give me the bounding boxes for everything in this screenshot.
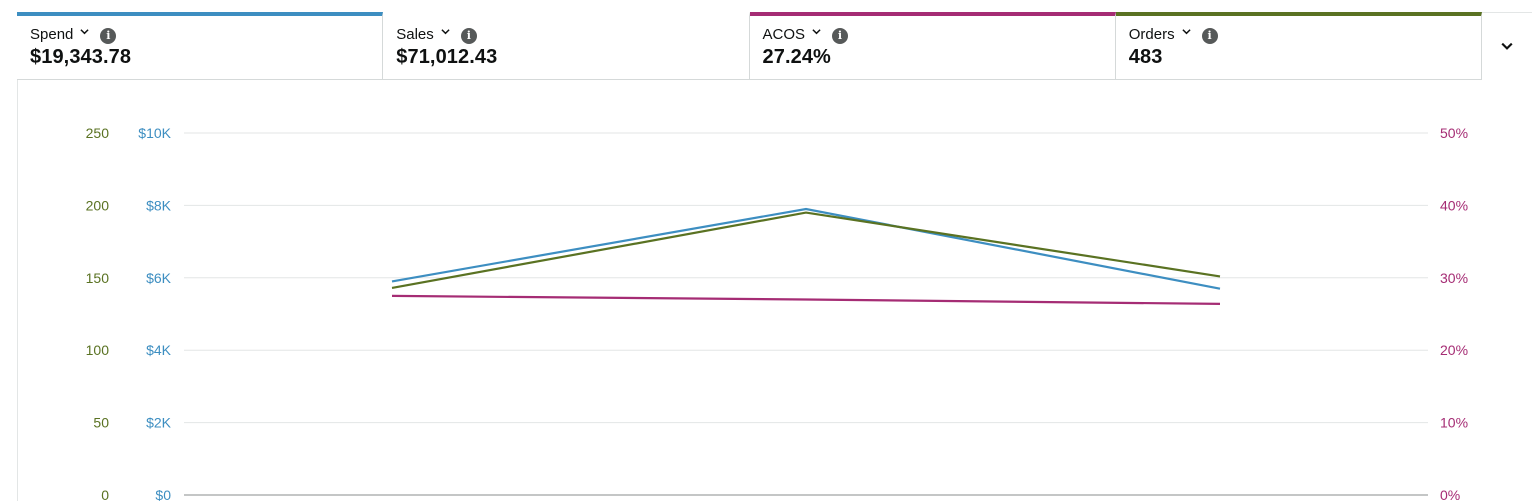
metric-name: Spend [30, 25, 74, 43]
metric-card-orders[interactable]: Orders i 483 [1115, 12, 1482, 79]
spend-axis-tick-label: $10K [138, 125, 171, 141]
chevron-down-icon[interactable] [80, 27, 89, 36]
series-line-spend [391, 207, 1221, 290]
orders-axis-tick-label: 250 [86, 125, 110, 141]
spend-axis-tick-label: $2K [146, 415, 172, 431]
metric-name: Orders [1128, 25, 1175, 43]
orders-axis-tick-label: 150 [86, 270, 110, 286]
series-line-acos [391, 294, 1221, 305]
metric-value: 483 [1128, 46, 1163, 68]
series-line-orders [391, 211, 1221, 289]
orders-axis-tick-label: 100 [86, 342, 110, 358]
info-icon[interactable]: i [460, 27, 477, 44]
orders-axis-tick-label: 200 [86, 197, 110, 213]
acos-axis-tick-label: 40% [1440, 197, 1468, 213]
metric-card-spend[interactable]: Spend i $19,343.78 [17, 12, 384, 79]
chevron-down-icon [1501, 42, 1513, 50]
info-icon[interactable]: i [832, 27, 849, 44]
metrics-row: Spend i $19,343.78 Sales i $71,012.43 AC… [17, 12, 1482, 80]
acos-axis-tick-label: 0% [1440, 487, 1460, 501]
orders-axis-tick-label: 50 [93, 415, 109, 431]
metric-value: $19,343.78 [30, 46, 132, 68]
metric-name: Sales [396, 25, 434, 43]
chevron-down-icon[interactable] [1181, 27, 1191, 36]
acos-axis-tick-label: 50% [1440, 125, 1468, 141]
chevron-down-icon[interactable] [812, 27, 821, 36]
chevron-down-icon[interactable] [441, 27, 450, 36]
spend-axis-tick-label: $8K [146, 197, 172, 213]
metric-card-sales[interactable]: Sales i $71,012.43 [383, 12, 750, 79]
info-icon[interactable]: i [100, 27, 117, 44]
acos-axis-tick-label: 10% [1440, 415, 1468, 431]
spend-axis-tick-label: $6K [146, 270, 172, 286]
spend-axis-tick-label: $4K [146, 342, 172, 358]
metric-card-acos[interactable]: ACOS i 27.24% [749, 12, 1116, 79]
metric-value: 27.24% [762, 46, 831, 68]
metric-name: ACOS [762, 25, 806, 43]
acos-axis-tick-label: 20% [1440, 342, 1468, 358]
orders-axis-tick-label: 0 [101, 487, 109, 501]
spend-axis-tick-label: $0 [155, 487, 171, 501]
info-icon[interactable]: i [1201, 27, 1218, 44]
acos-axis-tick-label: 30% [1440, 270, 1468, 286]
metric-value: $71,012.43 [396, 46, 498, 68]
expand-metrics-button[interactable] [1482, 12, 1532, 80]
